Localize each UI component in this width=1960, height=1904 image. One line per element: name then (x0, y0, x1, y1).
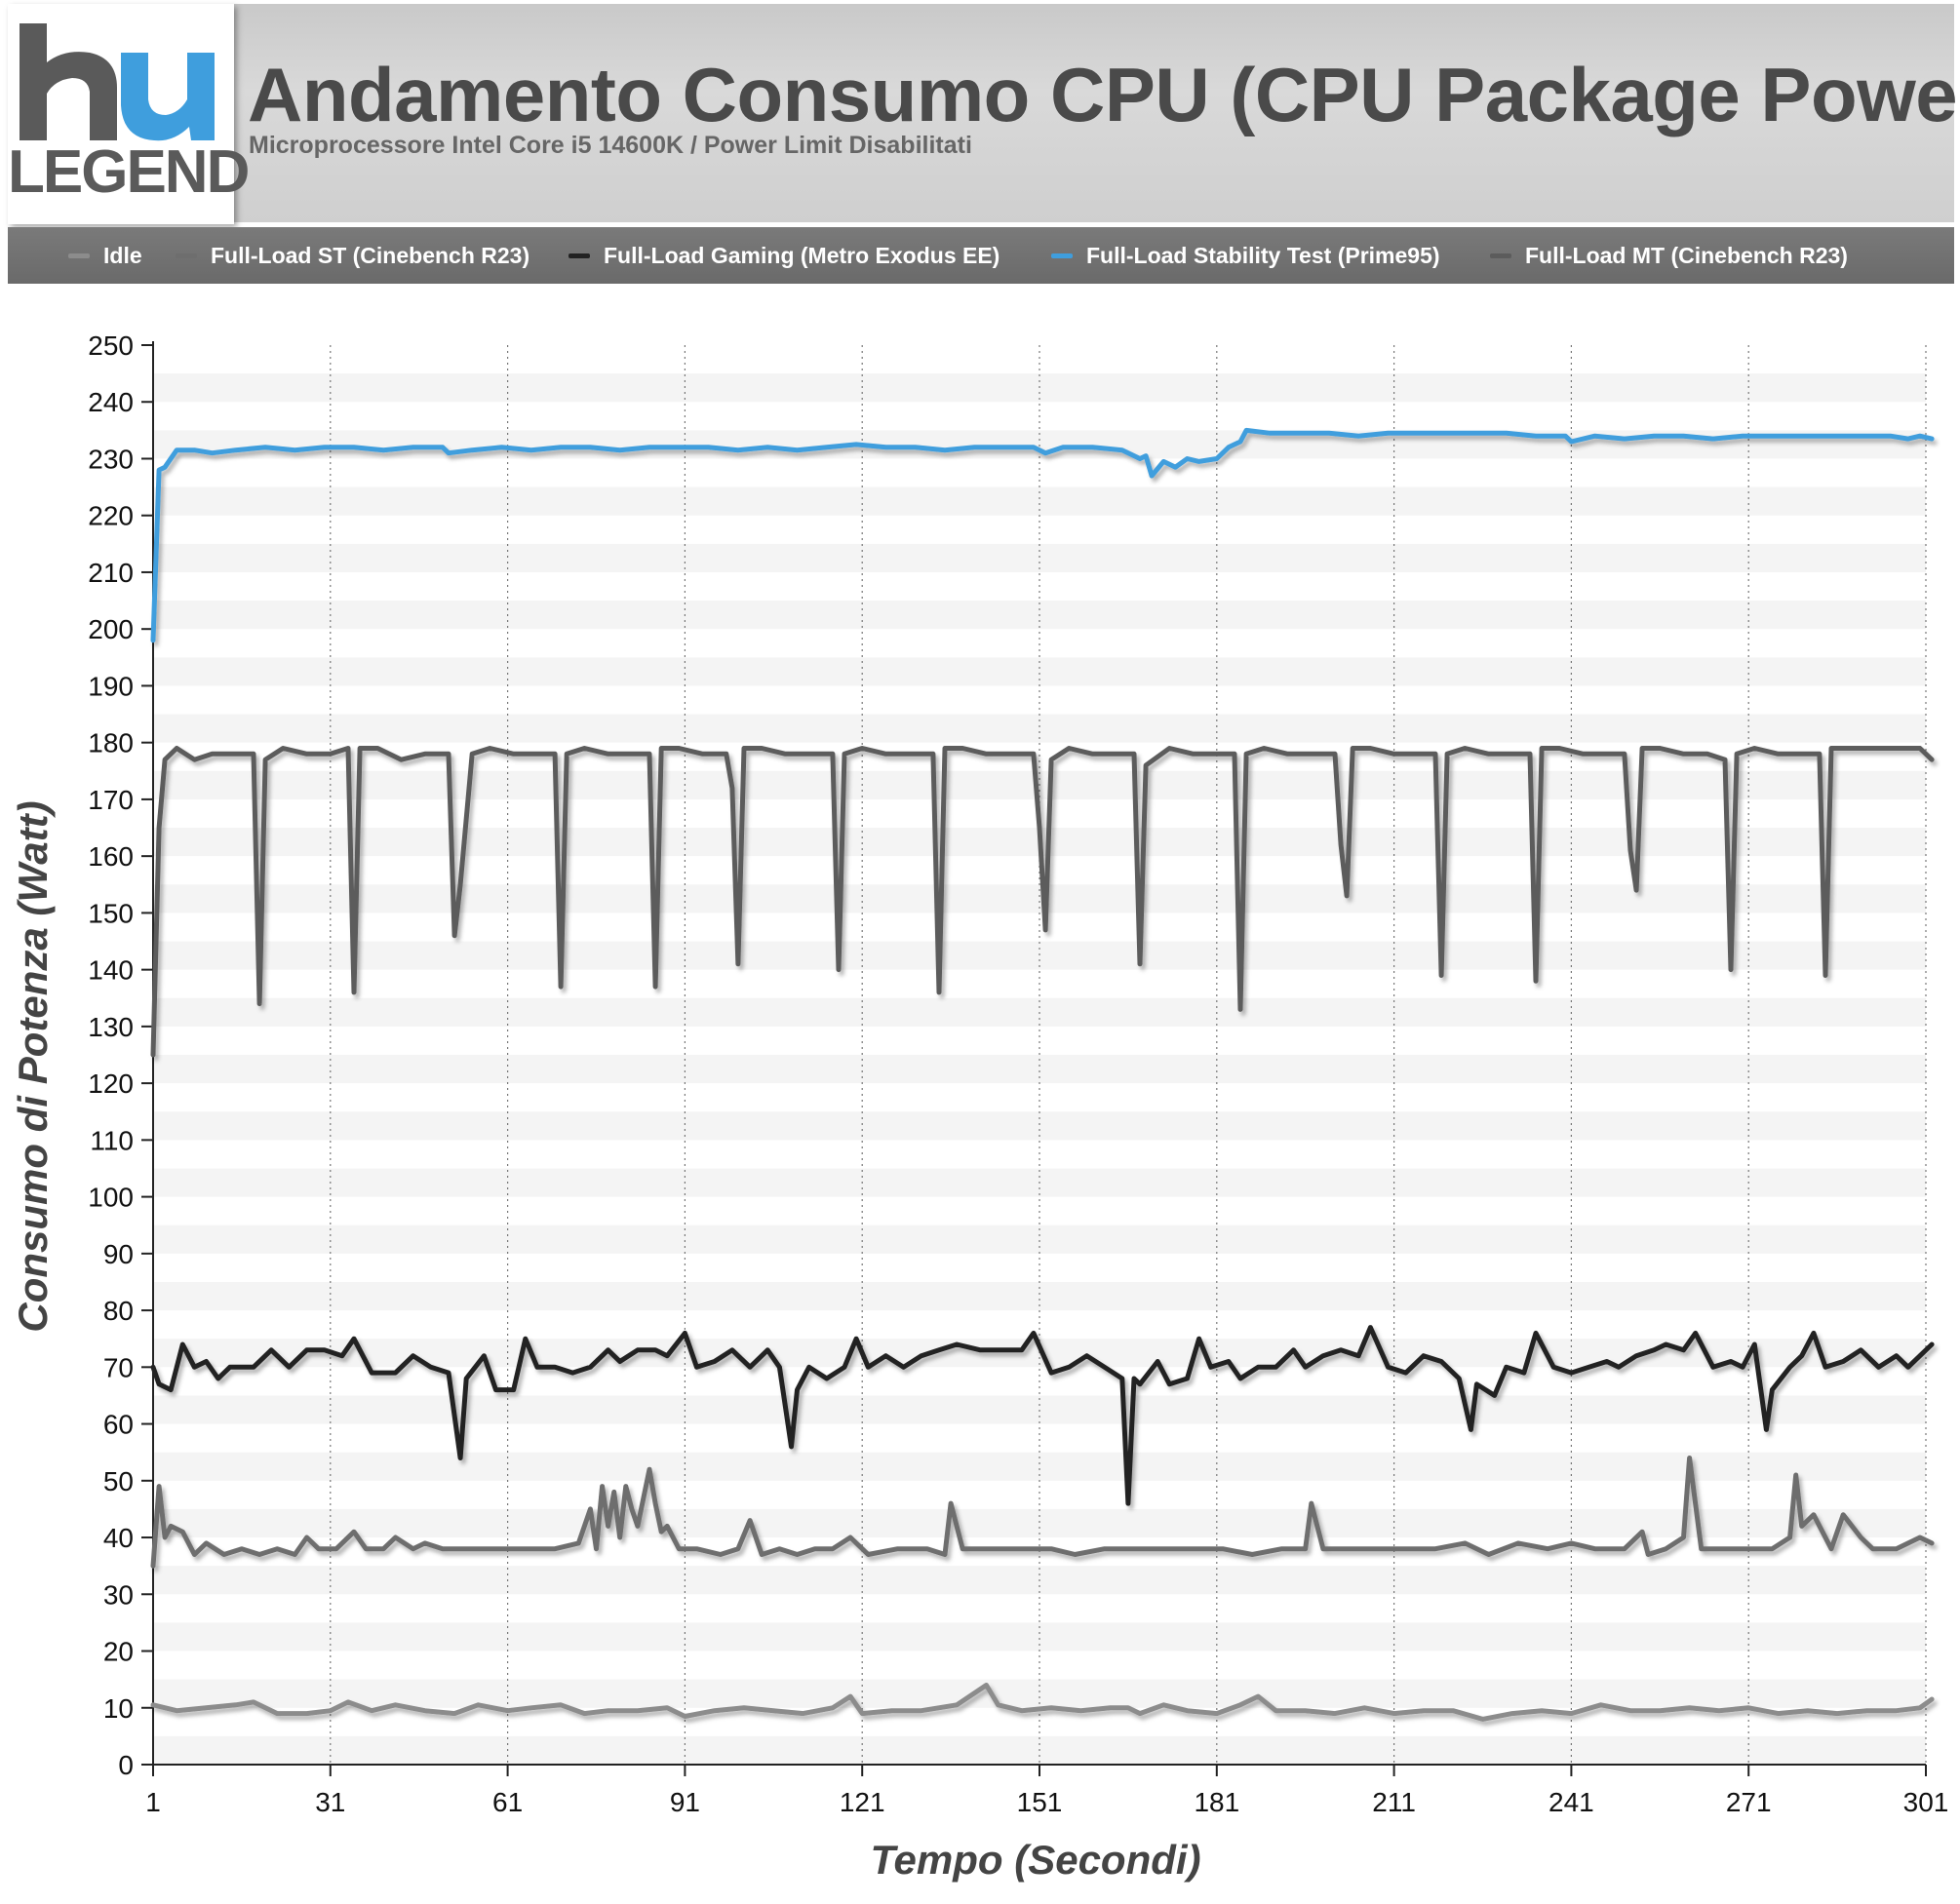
legend-item-full-load-mt: Full-Load MT (Cinebench R23) (1490, 227, 1848, 284)
y-tick-label: 140 (88, 955, 134, 986)
series-line-full-load-stability-test-prime95 (150, 427, 1935, 643)
series-line-full-load-mt-cinebench-r23 (150, 746, 1935, 1058)
x-tick-label: 31 (315, 1787, 345, 1817)
y-tick-label: 90 (103, 1239, 134, 1269)
vertical-gridlines (330, 345, 1927, 1765)
y-tick-label: 80 (103, 1296, 134, 1326)
x-axis-ticks: 1 31 61 91 121 151 181 211 241 271 301 (145, 1765, 1948, 1817)
grid-band (153, 884, 1926, 913)
x-tick-label: 211 (1372, 1787, 1416, 1817)
y-tick-label: 180 (88, 728, 134, 758)
y-tick-label: 130 (88, 1012, 134, 1042)
legend-swatch-full-load-gaming (568, 253, 590, 258)
y-tick-label: 60 (103, 1410, 134, 1440)
legend-label-full-load-mt: Full-Load MT (Cinebench R23) (1525, 242, 1848, 268)
y-tick-label: 240 (88, 387, 134, 417)
hwlegend-logo: LEGEND (8, 4, 250, 224)
chart-header (8, 4, 1954, 222)
x-tick-label: 181 (1194, 1787, 1239, 1817)
y-axis-ticks: 0 10 20 30 40 50 60 70 80 90 100 110 120 130 140 150 160… (88, 330, 153, 1780)
y-tick-label: 50 (103, 1466, 134, 1496)
y-tick-label: 190 (88, 671, 134, 701)
legend-swatch-full-load-stability (1051, 253, 1073, 258)
x-tick-label: 1 (145, 1787, 161, 1817)
grid-band (153, 486, 1926, 516)
x-tick-label: 271 (1726, 1787, 1772, 1817)
legend-label-full-load-st: Full-Load ST (Cinebench R23) (211, 242, 530, 268)
series-lines (150, 427, 1935, 1722)
y-tick-label: 170 (88, 785, 134, 815)
x-tick-label: 121 (840, 1787, 885, 1817)
y-tick-label: 210 (88, 558, 134, 588)
series-line-full-load-st-cinebench-r23 (150, 1456, 1935, 1569)
x-tick-label: 61 (492, 1787, 523, 1817)
logo-wordmark: LEGEND (8, 138, 250, 206)
legend-label-full-load-gaming: Full-Load Gaming (Metro Exodus EE) (604, 242, 1000, 268)
x-tick-label: 241 (1548, 1787, 1594, 1817)
y-tick-label: 40 (103, 1523, 134, 1553)
y-tick-label: 0 (118, 1750, 134, 1780)
y-tick-label: 20 (103, 1637, 134, 1667)
y-tick-label: 230 (88, 444, 134, 474)
y-tick-label: 70 (103, 1352, 134, 1382)
y-tick-label: 10 (103, 1693, 134, 1724)
y-tick-label: 30 (103, 1579, 134, 1610)
legend-swatch-idle (68, 253, 90, 258)
legend-item-full-load-stability: Full-Load Stability Test (Prime95) (1051, 227, 1440, 284)
x-tick-label: 301 (1903, 1787, 1949, 1817)
y-tick-label: 150 (88, 898, 134, 928)
chart-title: Andamento Consumo CPU (CPU Package Power… (248, 52, 1960, 137)
y-tick-label: 250 (88, 330, 134, 361)
hwlegend-logo-icon (20, 23, 215, 141)
series-line-full-load-gaming-metro-exodus-ee (150, 1325, 1935, 1506)
legend-label-idle: Idle (103, 242, 142, 268)
y-tick-label: 100 (88, 1183, 134, 1213)
legend-label-full-load-stability: Full-Load Stability Test (Prime95) (1086, 242, 1440, 268)
x-tick-label: 91 (670, 1787, 700, 1817)
grid-bands (153, 373, 1926, 1765)
y-tick-label: 160 (88, 841, 134, 872)
chart-subtitle: Microprocessore Intel Core i5 14600K / P… (249, 132, 972, 159)
y-axis-title: Consumo di Potenza (Watt) (10, 800, 56, 1332)
legend-item-idle: Idle (68, 227, 142, 284)
legend-item-full-load-st: Full-Load ST (Cinebench R23) (176, 227, 529, 284)
x-axis-title: Tempo (Secondi) (870, 1837, 1200, 1883)
y-tick-label: 200 (88, 614, 134, 644)
legend-item-full-load-gaming: Full-Load Gaming (Metro Exodus EE) (568, 227, 1000, 284)
y-tick-label: 110 (90, 1125, 134, 1155)
y-tick-label: 120 (88, 1069, 134, 1099)
grid-band (153, 941, 1926, 970)
series-line-idle (150, 1683, 1935, 1722)
y-tick-label: 220 (88, 501, 134, 531)
legend-swatch-full-load-mt (1490, 253, 1511, 258)
legend-swatch-full-load-st (176, 253, 197, 258)
legend: Idle Full-Load ST (Cinebench R23) Full-L… (8, 227, 1954, 284)
x-tick-label: 151 (1017, 1787, 1063, 1817)
